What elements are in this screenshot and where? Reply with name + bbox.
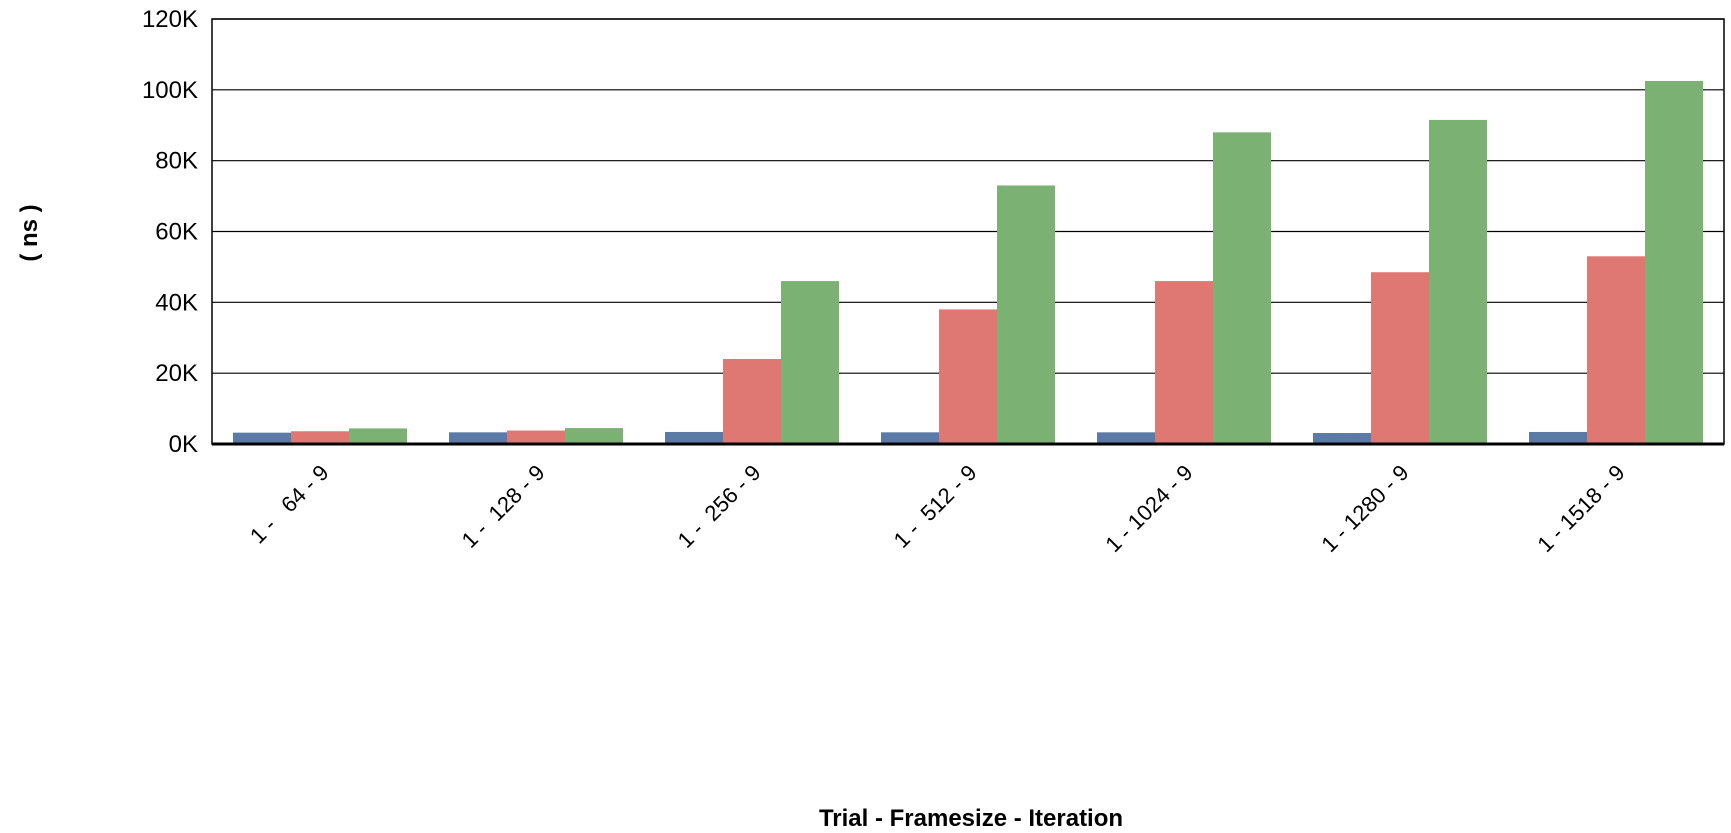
bar-series-3 bbox=[349, 428, 407, 444]
y-tick-label: 80K bbox=[155, 148, 198, 175]
bar-series-3 bbox=[781, 281, 839, 444]
bar-series-1 bbox=[881, 432, 939, 444]
y-tick-labels: 0K 20K 40K 60K 80K 100K 120K bbox=[142, 6, 198, 458]
y-tick-label: 20K bbox=[155, 360, 198, 387]
y-tick-label: 120K bbox=[142, 6, 198, 33]
x-tick-label: 1 - 1518 - 9 bbox=[1532, 460, 1629, 557]
x-tick-label: 1 - 128 - 9 bbox=[457, 460, 550, 553]
bar-series-2 bbox=[723, 359, 781, 444]
y-axis-title: ( ns ) bbox=[16, 204, 43, 261]
bars-layer bbox=[233, 81, 1703, 444]
bar-series-2 bbox=[1371, 272, 1429, 444]
x-tick-label: 1 - 1024 - 9 bbox=[1100, 460, 1197, 557]
bar-series-1 bbox=[233, 433, 291, 444]
bar-series-2 bbox=[939, 309, 997, 444]
bar-series-2 bbox=[507, 431, 565, 444]
x-axis-title: Trial - Framesize - Iteration bbox=[819, 805, 1123, 832]
x-tick-label: 1 - 64 - 9 bbox=[245, 460, 334, 549]
y-tick-label: 40K bbox=[155, 289, 198, 316]
bar-series-3 bbox=[997, 185, 1055, 444]
bar-series-1 bbox=[665, 432, 723, 444]
bar-series-1 bbox=[449, 432, 507, 444]
x-tick-label: 1 - 256 - 9 bbox=[673, 460, 766, 553]
bar-series-2 bbox=[1155, 281, 1213, 444]
x-tick-label: 1 - 512 - 9 bbox=[889, 460, 982, 553]
bar-series-1 bbox=[1529, 432, 1587, 444]
bar-series-2 bbox=[1587, 256, 1645, 444]
y-tick-label: 100K bbox=[142, 77, 198, 104]
bar-series-1 bbox=[1313, 433, 1371, 444]
x-tick-label: 1 - 1280 - 9 bbox=[1316, 460, 1413, 557]
y-tick-label: 60K bbox=[155, 219, 198, 246]
bar-series-3 bbox=[565, 428, 623, 444]
bar-series-3 bbox=[1429, 120, 1487, 444]
x-tick-labels: 1 - 64 - 9 1 - 128 - 9 1 - 256 - 9 1 - 512 … bbox=[245, 460, 1630, 557]
bar-series-2 bbox=[291, 431, 349, 444]
bar-series-3 bbox=[1645, 81, 1703, 444]
y-tick-label: 0K bbox=[169, 431, 198, 458]
bar-series-3 bbox=[1213, 132, 1271, 444]
bar-series-1 bbox=[1097, 432, 1155, 444]
